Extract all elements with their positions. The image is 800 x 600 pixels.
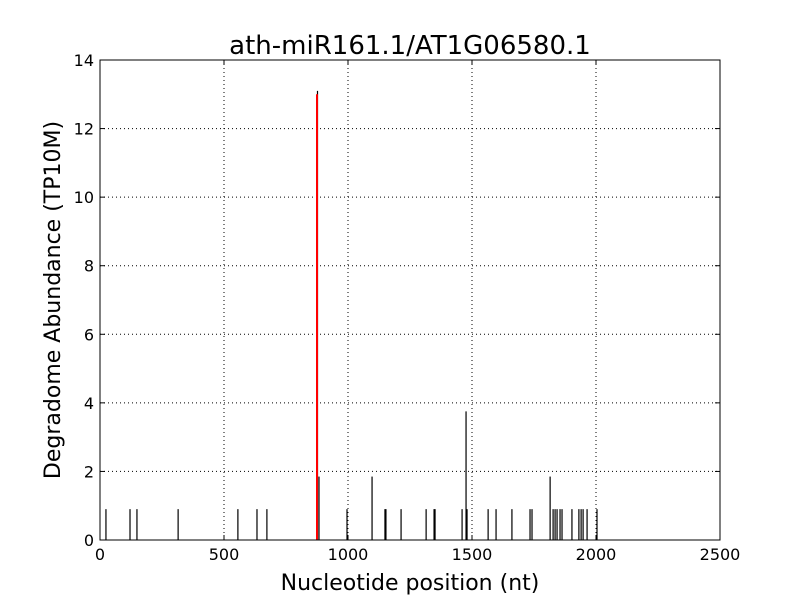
chart-title: ath-miR161.1/AT1G06580.1	[229, 31, 591, 61]
x-tick-label: 1500	[452, 545, 493, 564]
y-axis-label: Degradome Abundance (TP10M)	[41, 121, 66, 479]
plot-frame	[99, 59, 721, 541]
x-tick-label: 0	[95, 545, 105, 564]
y-tick-label: 2	[84, 462, 94, 481]
y-tick-label: 14	[74, 51, 94, 70]
y-tick-label: 8	[84, 257, 94, 276]
x-tick-label: 2500	[700, 545, 741, 564]
y-tick-label: 10	[74, 188, 94, 207]
x-tick-label: 2000	[576, 545, 617, 564]
y-tick-label: 4	[84, 394, 94, 413]
y-tick-label: 12	[74, 120, 94, 139]
x-axis-label: Nucleotide position (nt)	[281, 571, 540, 596]
x-tick-label: 500	[209, 545, 240, 564]
x-tick-label: 1000	[328, 545, 369, 564]
y-tick-label: 0	[84, 531, 94, 550]
y-tick-label: 6	[84, 325, 94, 344]
